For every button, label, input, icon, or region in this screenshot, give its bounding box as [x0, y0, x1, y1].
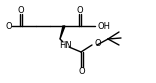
Text: O: O [77, 5, 83, 15]
Polygon shape [60, 26, 65, 39]
Text: O: O [79, 66, 85, 76]
Text: O: O [6, 21, 12, 30]
Text: O: O [95, 39, 102, 48]
Text: O: O [18, 5, 24, 15]
Text: OH: OH [98, 21, 111, 30]
Text: HN: HN [60, 41, 72, 49]
